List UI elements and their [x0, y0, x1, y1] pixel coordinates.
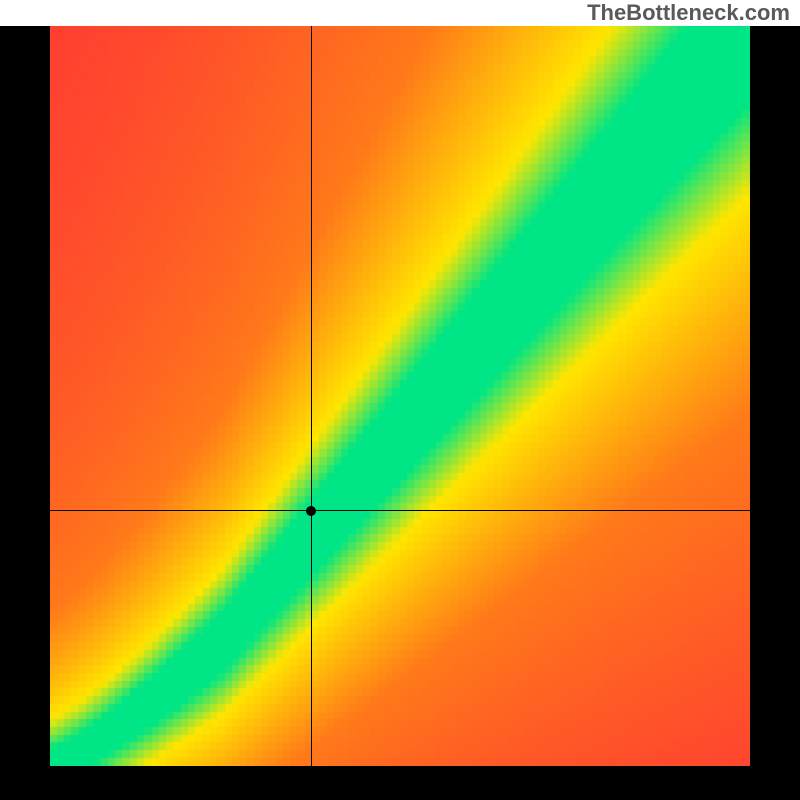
crosshair-marker [306, 506, 316, 516]
watermark-text: TheBottleneck.com [0, 0, 800, 26]
chart-container: TheBottleneck.com [0, 0, 800, 800]
heatmap-canvas [50, 26, 750, 766]
crosshair-horizontal [50, 510, 750, 511]
crosshair-vertical [311, 26, 312, 766]
